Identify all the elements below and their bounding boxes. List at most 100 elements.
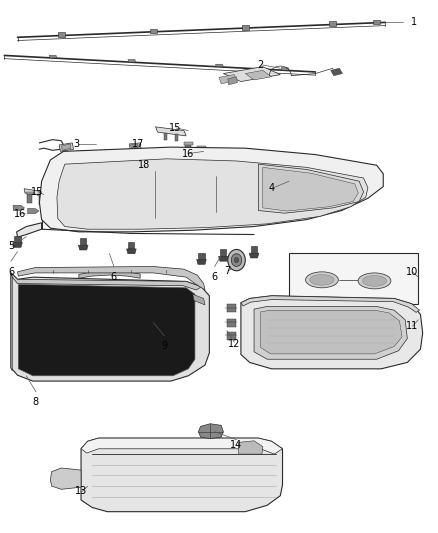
Polygon shape bbox=[198, 424, 223, 439]
Polygon shape bbox=[18, 266, 205, 290]
Polygon shape bbox=[242, 25, 249, 30]
Polygon shape bbox=[128, 242, 134, 249]
Text: 6: 6 bbox=[111, 272, 117, 282]
Polygon shape bbox=[58, 33, 65, 37]
Ellipse shape bbox=[305, 272, 338, 288]
Polygon shape bbox=[80, 238, 86, 245]
Polygon shape bbox=[219, 75, 237, 84]
Polygon shape bbox=[27, 194, 32, 203]
Polygon shape bbox=[239, 441, 263, 454]
Text: 11: 11 bbox=[406, 321, 418, 331]
Text: 3: 3 bbox=[74, 139, 80, 149]
Polygon shape bbox=[81, 438, 283, 454]
Polygon shape bbox=[11, 273, 12, 371]
Text: 14: 14 bbox=[230, 440, 243, 450]
Polygon shape bbox=[223, 67, 280, 82]
Polygon shape bbox=[245, 70, 272, 80]
Ellipse shape bbox=[358, 273, 391, 289]
Polygon shape bbox=[78, 245, 88, 250]
Polygon shape bbox=[249, 253, 259, 258]
Polygon shape bbox=[227, 304, 236, 312]
Polygon shape bbox=[17, 223, 42, 237]
Circle shape bbox=[231, 254, 242, 266]
Polygon shape bbox=[198, 253, 205, 260]
Polygon shape bbox=[263, 167, 358, 211]
Polygon shape bbox=[329, 21, 336, 26]
Circle shape bbox=[228, 249, 245, 271]
Polygon shape bbox=[81, 438, 283, 512]
Text: 16: 16 bbox=[182, 149, 194, 158]
Polygon shape bbox=[48, 196, 56, 198]
Polygon shape bbox=[26, 192, 34, 194]
Text: 4: 4 bbox=[268, 183, 275, 192]
Text: 18: 18 bbox=[138, 160, 151, 170]
Polygon shape bbox=[227, 332, 236, 340]
Polygon shape bbox=[258, 164, 364, 213]
Polygon shape bbox=[254, 306, 407, 359]
Polygon shape bbox=[39, 147, 383, 232]
Circle shape bbox=[234, 257, 239, 263]
Polygon shape bbox=[175, 134, 178, 141]
Polygon shape bbox=[49, 55, 57, 58]
Polygon shape bbox=[215, 64, 223, 67]
Ellipse shape bbox=[362, 276, 387, 286]
Polygon shape bbox=[129, 143, 141, 149]
Polygon shape bbox=[11, 273, 209, 381]
Ellipse shape bbox=[310, 274, 334, 285]
Polygon shape bbox=[155, 127, 186, 136]
Polygon shape bbox=[251, 246, 257, 253]
Polygon shape bbox=[49, 198, 54, 207]
Polygon shape bbox=[241, 296, 420, 312]
Polygon shape bbox=[131, 144, 138, 148]
Polygon shape bbox=[241, 296, 423, 369]
Bar bbox=[289, 253, 418, 304]
Text: 6: 6 bbox=[8, 267, 14, 277]
Text: 10: 10 bbox=[406, 267, 418, 277]
Polygon shape bbox=[373, 20, 380, 25]
Polygon shape bbox=[227, 319, 236, 327]
Text: 1: 1 bbox=[411, 18, 417, 27]
Polygon shape bbox=[59, 143, 74, 151]
Polygon shape bbox=[57, 159, 368, 229]
Polygon shape bbox=[220, 249, 226, 256]
Polygon shape bbox=[138, 160, 145, 166]
Polygon shape bbox=[50, 468, 81, 489]
Polygon shape bbox=[13, 243, 22, 247]
Text: 15: 15 bbox=[169, 123, 181, 133]
Text: 15: 15 bbox=[31, 187, 43, 197]
Polygon shape bbox=[28, 208, 39, 214]
Polygon shape bbox=[39, 196, 44, 205]
Polygon shape bbox=[128, 60, 136, 62]
Polygon shape bbox=[281, 68, 289, 70]
Text: 6: 6 bbox=[212, 272, 218, 282]
Polygon shape bbox=[219, 256, 228, 261]
Text: 2: 2 bbox=[258, 60, 264, 70]
Polygon shape bbox=[164, 133, 167, 140]
Polygon shape bbox=[61, 144, 71, 150]
Polygon shape bbox=[127, 249, 136, 254]
Polygon shape bbox=[228, 77, 237, 85]
Text: 5: 5 bbox=[8, 241, 14, 251]
Polygon shape bbox=[193, 294, 205, 305]
Polygon shape bbox=[18, 285, 195, 376]
Polygon shape bbox=[261, 310, 402, 354]
Polygon shape bbox=[150, 29, 157, 34]
Text: 8: 8 bbox=[32, 398, 38, 407]
Polygon shape bbox=[24, 189, 58, 198]
Polygon shape bbox=[185, 144, 191, 154]
Polygon shape bbox=[197, 146, 206, 148]
Polygon shape bbox=[14, 236, 21, 243]
Polygon shape bbox=[11, 273, 201, 290]
Polygon shape bbox=[198, 147, 205, 157]
Text: 16: 16 bbox=[14, 209, 26, 219]
Text: 12: 12 bbox=[228, 339, 240, 349]
Text: 9: 9 bbox=[161, 342, 167, 351]
Text: 17: 17 bbox=[132, 139, 144, 149]
Polygon shape bbox=[13, 205, 25, 211]
Polygon shape bbox=[197, 260, 206, 264]
Polygon shape bbox=[38, 194, 46, 196]
Text: 13: 13 bbox=[75, 487, 87, 496]
Polygon shape bbox=[79, 271, 140, 278]
Text: 7: 7 bbox=[225, 266, 231, 276]
Polygon shape bbox=[331, 68, 343, 76]
